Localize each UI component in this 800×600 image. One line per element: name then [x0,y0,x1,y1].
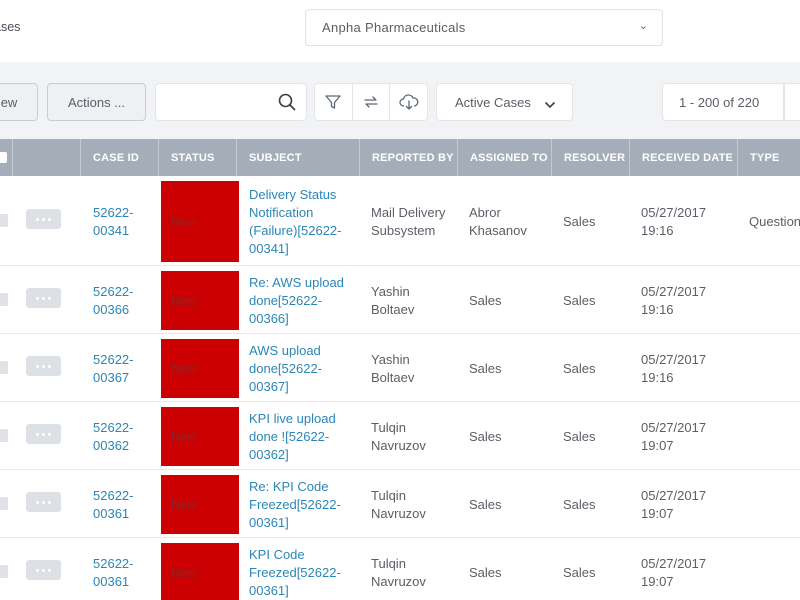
received-date-cell: 05/27/2017 19:16 [641,352,707,385]
status-badge: New [161,407,239,466]
case-id-link[interactable]: 52622- 00367 [93,352,134,385]
resolver-cell: Sales [563,214,596,229]
received-date-cell: 05/27/2017 19:16 [641,284,707,317]
assigned-to-cell: Abror Khasanov [469,205,527,238]
status-badge: New [161,475,239,534]
assigned-to-cell: Sales [469,497,502,512]
row-checkbox[interactable] [0,565,8,578]
row-checkbox[interactable] [0,429,8,442]
resolver-cell: Sales [563,565,596,580]
table-row[interactable]: New 52622- 00361 KPI Code Freezed[52622- 0… [0,538,800,600]
status-badge: New [161,181,239,262]
received-date-cell: 05/27/2017 19:07 [641,420,707,453]
case-id-link[interactable]: 52622- 00362 [93,420,134,453]
subject-link[interactable]: AWS upload done[52622- 00367] [249,343,323,394]
subject-link[interactable]: Delivery Status Notification (Failure)[5… [249,187,342,256]
actions-button[interactable]: Actions ... [47,83,146,121]
filter-icon[interactable] [315,84,353,120]
tool-icon-group [314,83,428,121]
table-row[interactable]: New 52622- 00341 Delivery Status Notificat… [0,176,800,266]
received-date-cell: 05/27/2017 19:07 [641,556,707,589]
received-date-cell: 05/27/2017 19:07 [641,488,707,521]
column-header-received-date[interactable]: RECEIVED DATE [629,139,737,176]
case-id-link[interactable]: 52622- 00366 [93,284,134,317]
row-checkbox[interactable] [0,361,8,374]
column-header-actions [12,139,80,176]
resolver-cell: Sales [563,429,596,444]
status-badge: New [161,271,239,330]
reported-by-cell: Mail Delivery Subsystem [371,205,446,238]
reported-by-cell: Tulqin Navruzov [371,420,426,453]
table-row[interactable]: New 52622- 00367 AWS upload done[52622- 00… [0,334,800,402]
case-id-link[interactable]: 52622- 00341 [93,205,134,238]
pagination-label: 1 - 200 of 220 [679,95,760,110]
assigned-to-cell: Sales [469,565,502,580]
column-header-case-id[interactable]: CASE ID [80,139,158,176]
more-options-icon[interactable] [26,492,61,512]
resolver-cell: Sales [563,361,596,376]
table-row[interactable]: New 52622- 00366 Re: AWS upload done[52622… [0,266,800,334]
table-row[interactable]: New 52622- 00362 KPI live upload done ![52… [0,402,800,470]
resolver-cell: Sales [563,293,596,308]
view-select[interactable]: Active Cases [436,83,573,121]
subject-link[interactable]: Re: AWS upload done[52622- 00366] [249,275,344,326]
more-options-icon[interactable] [26,209,61,229]
company-select[interactable]: Anpha Pharmaceuticals ⌄ [305,9,663,46]
column-header-status[interactable]: STATUS [158,139,236,176]
search-box [155,83,307,121]
company-select-value: Anpha Pharmaceuticals [322,20,466,35]
select-all-checkbox[interactable] [0,152,7,163]
column-header-subject[interactable]: SUBJECT [236,139,359,176]
subject-link[interactable]: KPI live upload done ![52622- 00362] [249,411,336,462]
subject-link[interactable]: Re: KPI Code Freezed[52622- 00361] [249,479,341,530]
view-select-value: Active Cases [455,95,531,110]
more-options-icon[interactable] [26,356,61,376]
received-date-cell: 05/27/2017 19:16 [641,205,707,238]
row-checkbox[interactable] [0,497,8,510]
table-header: CASE ID STATUS SUBJECT REPORTED BY ASSIG… [0,139,800,176]
case-id-link[interactable]: 52622- 00361 [93,488,134,521]
status-badge: New [161,339,239,398]
reported-by-cell: Yashin Boltaev [371,352,415,385]
status-badge: New [161,543,239,600]
subject-link[interactable]: KPI Code Freezed[52622- 00361] [249,547,341,598]
cloud-download-icon[interactable] [390,84,427,120]
assigned-to-cell: Sales [469,361,502,376]
table-row[interactable]: New 52622- 00361 Re: KPI Code Freezed[5262… [0,470,800,538]
search-icon[interactable] [278,93,296,116]
type-cell: Question [749,214,800,229]
chevron-down-icon: ⌄ [638,20,648,32]
assigned-to-cell: Sales [469,429,502,444]
pagination-range: 1 - 200 of 220 [662,83,784,121]
new-button[interactable]: ew [0,83,38,121]
column-header-type[interactable]: TYPE [737,139,800,176]
more-options-icon[interactable] [26,424,61,444]
more-options-icon[interactable] [26,288,61,308]
search-input[interactable] [164,93,274,108]
resolver-cell: Sales [563,497,596,512]
column-header-reported-by[interactable]: REPORTED BY [359,139,457,176]
column-header-assigned-to[interactable]: ASSIGNED TO [457,139,551,176]
chevron-down-icon [544,97,556,115]
reported-by-cell: Tulqin Navruzov [371,488,426,521]
reported-by-cell: Yashin Boltaev [371,284,415,317]
more-options-icon[interactable] [26,560,61,580]
assigned-to-cell: Sales [469,293,502,308]
row-checkbox[interactable] [0,293,8,306]
column-header-resolver[interactable]: RESOLVER [551,139,629,176]
case-id-link[interactable]: 52622- 00361 [93,556,134,589]
refresh-icon[interactable] [353,84,391,120]
reported-by-cell: Tulqin Navruzov [371,556,426,589]
row-checkbox[interactable] [0,214,8,227]
breadcrumb[interactable]: ases [0,20,21,34]
pagination-next-button[interactable] [784,83,800,121]
top-bar: ases Anpha Pharmaceuticals ⌄ [0,0,800,62]
